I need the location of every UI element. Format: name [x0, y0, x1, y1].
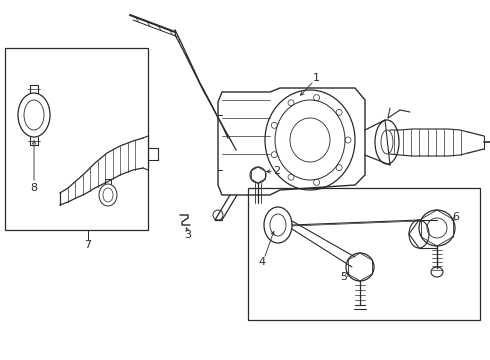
Text: 5: 5 [341, 272, 347, 282]
Text: 8: 8 [30, 183, 38, 193]
Bar [5, 48, 148, 230]
Text: 1: 1 [313, 73, 319, 83]
Text: 2: 2 [273, 166, 281, 176]
Bar [248, 188, 480, 320]
Text: 6: 6 [452, 212, 460, 222]
Text: 4: 4 [258, 257, 266, 267]
Text: 7: 7 [84, 240, 92, 250]
Text: 3: 3 [185, 230, 192, 240]
